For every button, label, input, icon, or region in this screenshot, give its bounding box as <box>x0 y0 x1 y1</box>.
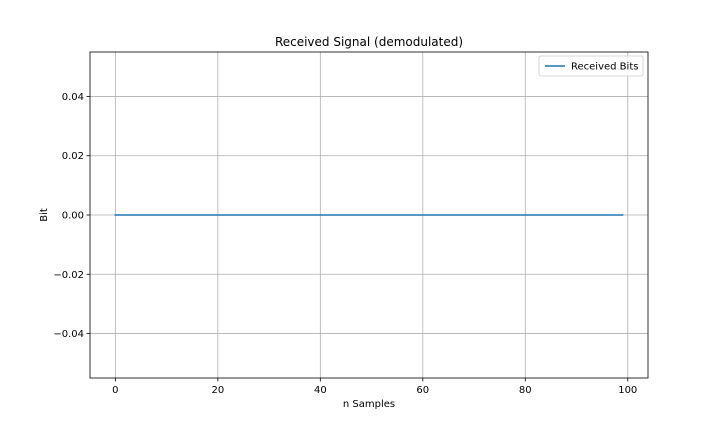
y-axis-label: Bit <box>39 208 50 222</box>
x-tick-label: 40 <box>314 385 327 396</box>
x-tick-label: 20 <box>211 385 224 396</box>
legend-box <box>538 55 644 77</box>
legend: Received Bits <box>538 55 644 77</box>
chart-title: Received Signal (demodulated) <box>275 35 463 49</box>
x-tick-label: 100 <box>618 385 637 396</box>
y-tick-label: 0.00 <box>62 211 84 222</box>
legend-label-received-bits: Received Bits <box>571 62 638 73</box>
y-tick-label: 0.04 <box>62 92 84 103</box>
x-axis-ticks: 0 20 40 60 80 100 <box>112 378 637 396</box>
y-tick-label: −0.04 <box>53 329 84 340</box>
y-tick-label: −0.02 <box>53 270 84 281</box>
y-tick-label: 0.02 <box>62 151 84 162</box>
x-tick-label: 0 <box>112 385 118 396</box>
y-axis-ticks: −0.04 −0.02 0.00 0.02 0.04 <box>53 92 90 340</box>
x-axis-label: n Samples <box>343 399 395 410</box>
x-tick-label: 80 <box>519 385 532 396</box>
x-tick-label: 60 <box>416 385 429 396</box>
